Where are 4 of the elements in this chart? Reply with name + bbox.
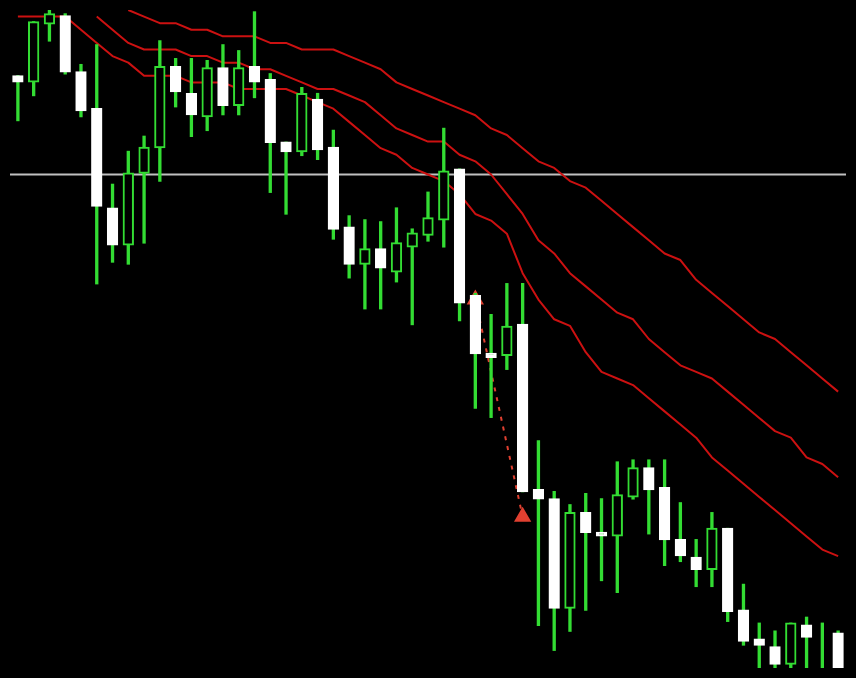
candlestick [359,219,371,310]
candlestick [280,141,292,215]
candlestick [138,135,150,244]
candlestick [12,75,24,122]
